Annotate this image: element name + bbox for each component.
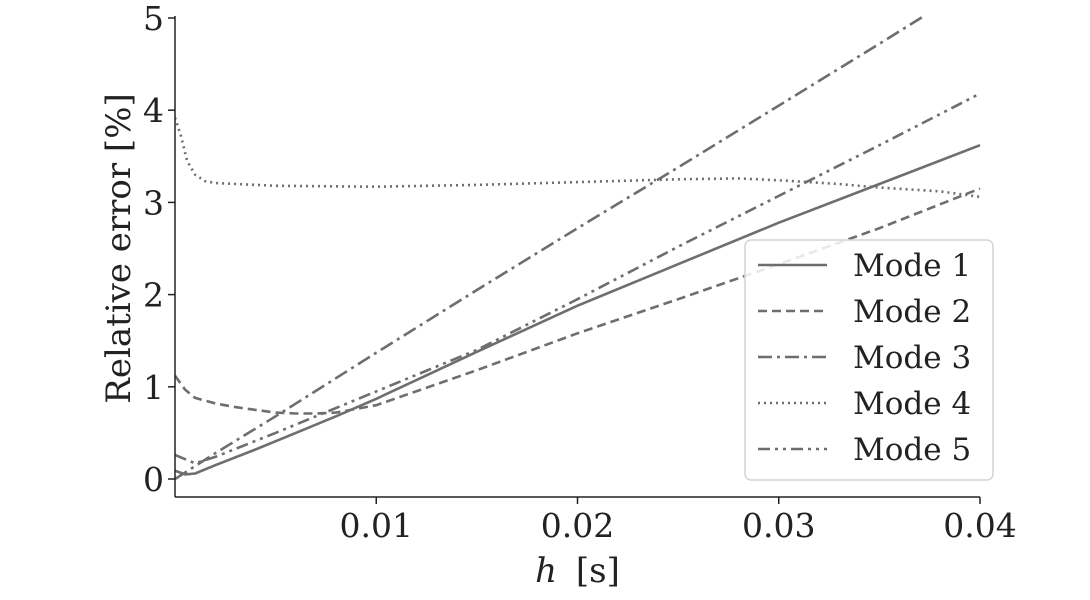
y-tick-label: 3 <box>143 183 164 222</box>
y-tick-label: 2 <box>143 276 164 315</box>
legend-label-3: Mode 3 <box>853 340 971 376</box>
legend: Mode 1 Mode 2 Mode 3 Mode 4 Mode 5 <box>744 239 994 481</box>
x-axis-label-variable: h <box>535 551 557 591</box>
y-ticks: 0 1 2 3 4 5 <box>143 0 175 499</box>
y-tick-label: 0 <box>143 460 164 499</box>
series-line-2 <box>175 187 981 415</box>
y-axis-label: Relative error [%] <box>99 93 139 404</box>
series-line-3 <box>175 16 927 481</box>
legend-label-1: Mode 1 <box>853 248 971 284</box>
x-tick-label: 0.04 <box>943 506 1016 545</box>
x-tick-label: 0.03 <box>742 506 815 545</box>
legend-frame <box>744 239 994 481</box>
y-tick-label: 4 <box>143 91 164 130</box>
series-line-5 <box>175 92 981 465</box>
legend-label-2: Mode 2 <box>853 294 971 330</box>
y-tick-label: 5 <box>143 0 164 38</box>
x-axis-label-unit: [s] <box>576 551 620 591</box>
x-tick-label: 0.02 <box>541 506 614 545</box>
y-tick-label: 1 <box>143 368 164 407</box>
series-line-1 <box>175 143 981 476</box>
series-lines <box>175 16 981 481</box>
legend-label-5: Mode 5 <box>853 432 971 468</box>
legend-label-4: Mode 4 <box>853 386 971 422</box>
x-tick-label: 0.01 <box>340 506 413 545</box>
series-line-4 <box>175 117 981 199</box>
x-axis-label: h [s] <box>535 551 620 591</box>
x-ticks: 0.01 0.02 0.03 0.04 <box>340 497 1017 545</box>
